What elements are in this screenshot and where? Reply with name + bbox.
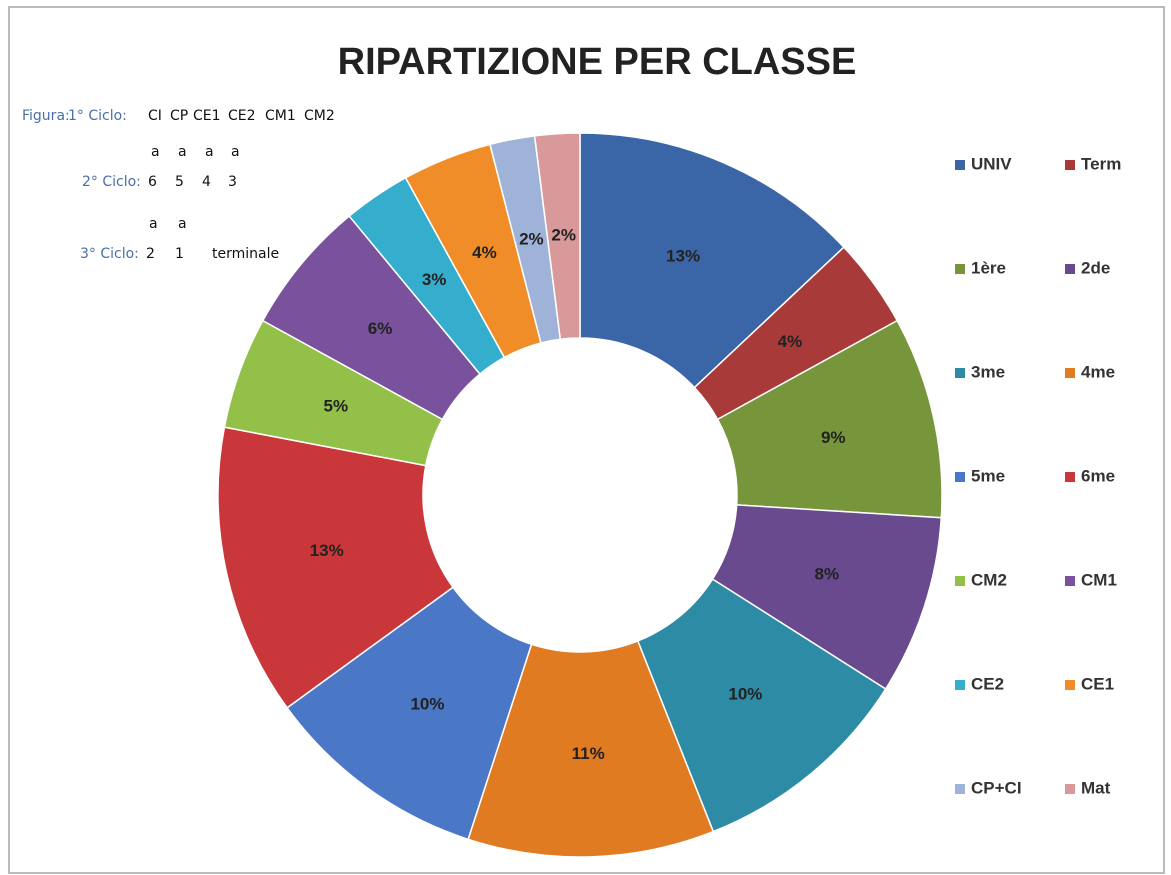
annotation-item: 2 [146,246,155,262]
legend-swatch [955,472,965,482]
annotation-item: 6 [148,174,157,190]
legend-swatch [955,680,965,690]
donut-slice [579,132,845,389]
chart-title: RIPARTIZIONE PER CLASSE [338,41,857,83]
legend-label: CE1 [1081,674,1114,693]
data-label: 4% [472,243,497,262]
data-label: 11% [572,744,605,763]
donut-slice [533,132,581,341]
legend-swatch [1065,472,1075,482]
legend-label: 3me [971,362,1005,381]
legend-swatch [1065,680,1075,690]
legend-label: UNIV [971,154,1012,173]
data-label: 13% [666,246,700,265]
annotation-item: terminale [212,246,279,262]
data-label: 3% [422,270,447,289]
annotation-item: CP [170,108,188,124]
legend-swatch [955,368,965,378]
data-label: 4% [778,332,803,351]
donut-slice [467,640,715,858]
legend-label: 6me [1081,466,1115,485]
annotation-item: 5 [175,174,184,190]
data-label: 9% [821,428,846,447]
annotation-sup: a [178,216,187,232]
data-label: 10% [410,694,444,713]
legend-label: 5me [971,466,1005,485]
legend-swatch [1065,368,1075,378]
legend-label: 1ère [971,258,1006,277]
legend-label: CM2 [971,570,1007,589]
annotation-label: Figura: [22,108,70,124]
annotation-item: CM1 [265,108,296,124]
data-label: 13% [310,541,344,560]
data-label: 5% [324,397,349,416]
data-label: 10% [728,684,762,703]
annotation-item: 3 [228,174,237,190]
legend-swatch [1065,264,1075,274]
data-label: 8% [815,565,840,584]
annotation-sup: a [151,144,160,160]
annotation-sup: a [205,144,214,160]
annotation-cycle: 1° Ciclo: [68,108,127,124]
legend-label: 2de [1081,258,1110,277]
annotation-item: CM2 [304,108,335,124]
annotation-cycle: 2° Ciclo: [82,174,141,190]
annotation-sup: a [231,144,240,160]
legend-swatch [1065,784,1075,794]
legend-swatch [1065,576,1075,586]
legend-label: Mat [1081,778,1111,797]
annotation-sup: a [149,216,158,232]
donut-slice [217,426,455,709]
legend-swatch [955,160,965,170]
annotation-item: CI [148,108,162,124]
legend-label: CP+CI [971,778,1022,797]
data-label: 2% [551,225,576,244]
legend-label: Term [1081,154,1121,173]
legend-swatch [955,264,965,274]
data-label: 6% [368,319,393,338]
data-label: 2% [519,230,544,249]
legend-swatch [1065,160,1075,170]
annotation-item: CE1 [193,108,221,124]
legend-swatch [955,784,965,794]
legend-label: CE2 [971,674,1004,693]
annotation-sup: a [178,144,187,160]
annotation-item: 4 [202,174,211,190]
legend-label: 4me [1081,362,1115,381]
annotation-item: CE2 [228,108,256,124]
annotation-item: 1 [175,246,184,262]
legend-label: CM1 [1081,570,1117,589]
annotation-cycle: 3° Ciclo: [80,246,139,262]
donut-slice [636,578,887,833]
legend-swatch [955,576,965,586]
donut-slice [286,586,533,841]
